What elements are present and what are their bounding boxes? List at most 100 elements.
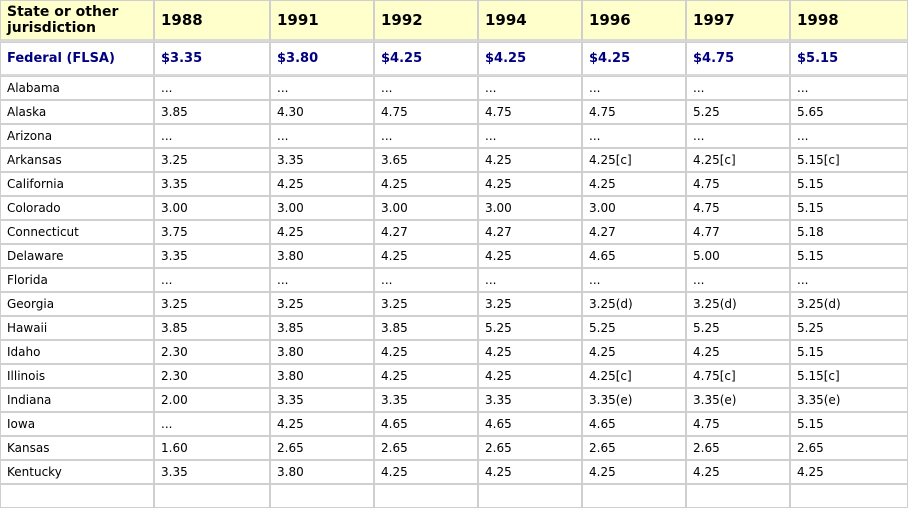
wage-cell: 2.30 [154,364,270,388]
state-name-cell: Alabama [0,76,154,100]
wage-cell: 4.75[c] [686,364,790,388]
wage-cell: 2.65 [582,436,686,460]
wage-cell: 4.25 [582,340,686,364]
wage-cell: 5.15[c] [790,364,908,388]
wage-cell: 4.75 [374,100,478,124]
table-row: Arizona..................... [0,124,908,148]
wage-cell: 2.65 [790,436,908,460]
state-name-cell: California [0,172,154,196]
wage-cell: 3.35(e) [582,388,686,412]
wage-cell: ... [686,268,790,292]
wage-cell: 3.85 [154,100,270,124]
wage-cell [374,484,478,508]
state-name-cell: Colorado [0,196,154,220]
wage-cell: 4.25 [478,148,582,172]
wage-cell: 4.25 [374,340,478,364]
wage-cell: 5.18 [790,220,908,244]
wage-cell: 3.00 [154,196,270,220]
state-name-cell: Indiana [0,388,154,412]
state-name-cell: Iowa [0,412,154,436]
wage-cell: 3.80 [270,244,374,268]
table-row: Delaware 3.35 3.80 4.25 4.25 4.65 5.00 5.15 [0,244,908,268]
state-name-cell: Hawaii [0,316,154,340]
wage-cell [686,484,790,508]
wage-cell [582,484,686,508]
wage-cell: 2.30 [154,340,270,364]
wage-cell: 5.15 [790,244,908,268]
wage-cell: 3.00 [478,196,582,220]
table-row: Arkansas 3.25 3.35 3.65 4.25 4.25[c] 4.25[c] 5.… [0,148,908,172]
wage-cell: 4.25 [790,460,908,484]
wage-cell: 3.25(d) [686,292,790,316]
wage-cell: 3.35(e) [686,388,790,412]
wage-cell: ... [582,124,686,148]
wage-cell: ... [686,76,790,100]
header-year: 1996 [582,0,686,42]
wage-cell: ... [270,76,374,100]
federal-row: Federal (FLSA) $3.35 $3.80 $4.25 $4.25 $… [0,42,908,76]
wage-cell: 4.25 [582,460,686,484]
federal-value: $3.35 [154,42,270,76]
wage-cell: 3.85 [374,316,478,340]
wage-cell: 4.65 [582,244,686,268]
wage-cell: 5.25 [686,100,790,124]
table-row: Colorado 3.00 3.00 3.00 3.00 3.00 4.75 5.15 [0,196,908,220]
header-year: 1991 [270,0,374,42]
table-row: Kansas 1.60 2.65 2.65 2.65 2.65 2.65 2.65 [0,436,908,460]
wage-cell: ... [374,268,478,292]
wage-cell: 5.00 [686,244,790,268]
wage-cell: 4.25 [478,364,582,388]
wage-cell: 5.25 [790,316,908,340]
wage-cell: 4.25 [582,172,686,196]
wage-cell: ... [478,76,582,100]
federal-value: $3.80 [270,42,374,76]
wage-cell: 4.25 [374,460,478,484]
wage-cell [154,484,270,508]
wage-cell: ... [790,124,908,148]
state-name-cell: Delaware [0,244,154,268]
wage-cell: 4.25 [478,244,582,268]
wage-cell: 4.25 [374,172,478,196]
wage-cell: 4.25 [270,412,374,436]
wage-cell: 3.35 [154,172,270,196]
state-name-cell: Alaska [0,100,154,124]
wage-cell: 3.35(e) [790,388,908,412]
wage-cell: 3.25 [478,292,582,316]
federal-value: $4.75 [686,42,790,76]
wage-cell: 5.25 [478,316,582,340]
wage-cell: 5.25 [582,316,686,340]
wage-cell: 4.65 [478,412,582,436]
table-row: Hawaii 3.85 3.85 3.85 5.25 5.25 5.25 5.25 [0,316,908,340]
wage-cell: 4.75 [478,100,582,124]
wage-cell: 4.25 [478,340,582,364]
wage-cell: 3.65 [374,148,478,172]
wage-cell: 3.35 [478,388,582,412]
state-name-cell: Arkansas [0,148,154,172]
wage-cell: 3.25(d) [582,292,686,316]
wage-cell: ... [582,76,686,100]
header-year: 1994 [478,0,582,42]
wage-cell: 4.75 [582,100,686,124]
wage-cell: 2.65 [686,436,790,460]
state-name-cell: Illinois [0,364,154,388]
wage-cell: 2.65 [270,436,374,460]
wage-cell: 3.25(d) [790,292,908,316]
wage-cell: 3.85 [154,316,270,340]
wage-cell: 4.25 [270,172,374,196]
federal-value: $4.25 [582,42,686,76]
wage-cell: 4.65 [374,412,478,436]
wage-cell: 4.25[c] [582,364,686,388]
table-row: Alabama..................... [0,76,908,100]
wage-cell: 3.35 [374,388,478,412]
wage-cell [478,484,582,508]
wage-cell: 5.15 [790,172,908,196]
wage-cell: 3.80 [270,364,374,388]
table-row: California 3.35 4.25 4.25 4.25 4.25 4.75 5.15 [0,172,908,196]
wage-cell: 4.27 [374,220,478,244]
federal-value: $5.15 [790,42,908,76]
wage-cell: 5.65 [790,100,908,124]
wage-cell: ... [790,76,908,100]
header-year: 1997 [686,0,790,42]
